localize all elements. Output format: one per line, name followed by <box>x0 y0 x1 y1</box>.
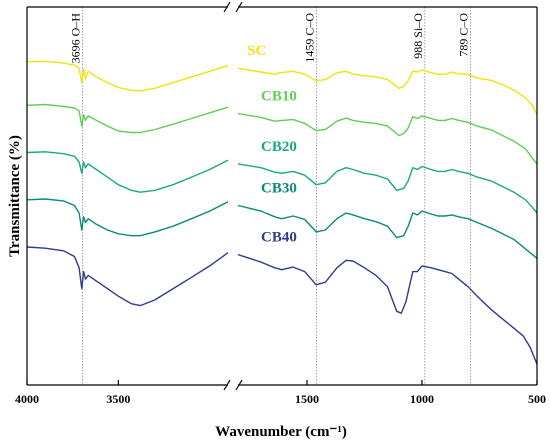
series-label: CB20 <box>261 139 297 155</box>
band-annotation: 1459 C–O <box>302 13 316 63</box>
series-label: CB10 <box>261 89 297 105</box>
series-label: CB40 <box>261 230 297 246</box>
band-annotation: 789 C–O <box>457 13 471 57</box>
x-axis-ticks: 4000 3500 1500 1000 500 <box>15 380 546 406</box>
series-line <box>237 204 538 259</box>
series-line <box>26 103 229 134</box>
series-line <box>237 253 538 365</box>
band-annotation: 3696 O–H <box>69 13 83 64</box>
x-axis-title: Wavenumber (cm⁻¹) <box>215 424 347 440</box>
x-tick-label: 1500 <box>295 392 319 406</box>
axis-break-mark <box>235 379 243 391</box>
axis-break-mark <box>235 1 243 13</box>
plot-area: 3696 O–H 1459 C–O 988 Si–O 789 C–O SC CB10 CB2… <box>26 7 538 385</box>
axis-break-mark <box>223 1 231 13</box>
series-line <box>26 151 229 193</box>
series-line <box>237 112 538 165</box>
band-annotation: 988 Si–O <box>411 13 425 59</box>
series-line <box>237 163 538 214</box>
x-tick-label: 4000 <box>15 392 39 406</box>
series-label: SC <box>247 43 266 59</box>
x-tick-label: 3500 <box>106 392 130 406</box>
series-line <box>26 198 229 237</box>
axes-frame <box>26 1 538 391</box>
series-line <box>237 67 538 116</box>
series-label: CB30 <box>261 180 297 196</box>
axis-break-mark <box>223 379 231 391</box>
series-line <box>26 60 229 92</box>
x-tick-label: 1000 <box>410 392 434 406</box>
series-line <box>26 246 229 307</box>
x-tick-label: 500 <box>528 392 546 406</box>
y-axis-title: Transmittance (%) <box>7 135 23 257</box>
